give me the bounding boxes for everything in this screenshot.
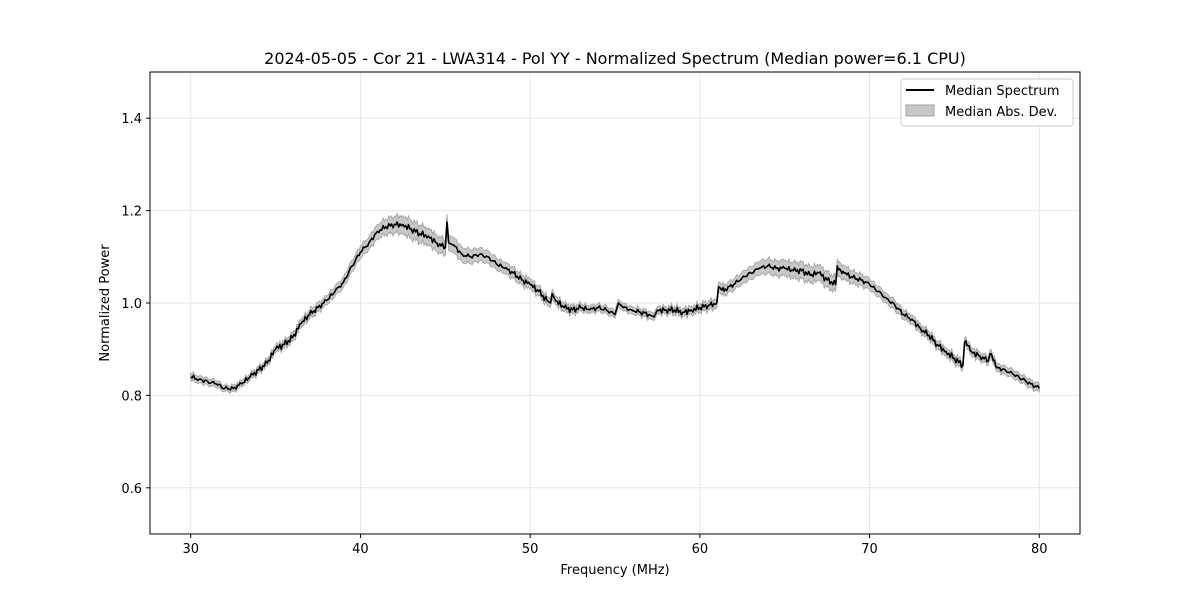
x-tick-label: 30 <box>182 542 199 557</box>
median-spectrum-line <box>190 221 1040 391</box>
y-tick-label: 1.4 <box>121 112 142 127</box>
chart-title: 2024-05-05 - Cor 21 - LWA314 - Pol YY - … <box>264 49 966 68</box>
legend-entry-median-spectrum: Median Spectrum <box>945 84 1059 99</box>
y-axis-ticks: 0.6 0.8 1.0 1.2 1.4 <box>121 112 150 497</box>
mad-band-layer <box>190 212 1040 394</box>
x-tick-label: 80 <box>1031 542 1048 557</box>
median-line-layer <box>190 221 1040 391</box>
y-tick-label: 1.2 <box>121 205 142 220</box>
y-tick-label: 1.0 <box>121 297 142 312</box>
y-tick-label: 0.8 <box>121 389 142 404</box>
x-axis-ticks: 30 40 50 60 70 80 <box>182 534 1048 557</box>
x-axis-label: Frequency (MHz) <box>560 563 669 578</box>
legend: Median Spectrum Median Abs. Dev. <box>900 78 1074 127</box>
x-tick-label: 60 <box>692 542 709 557</box>
x-tick-label: 70 <box>861 542 878 557</box>
legend-box <box>900 78 1074 127</box>
legend-entry-median-abs-dev: Median Abs. Dev. <box>945 105 1057 120</box>
x-tick-label: 40 <box>352 542 369 557</box>
x-tick-label: 50 <box>522 542 539 557</box>
legend-band-swatch <box>905 104 935 117</box>
y-tick-label: 0.6 <box>121 482 142 497</box>
mad-band <box>190 212 1040 394</box>
y-axis-label: Normalized Power <box>98 244 113 362</box>
